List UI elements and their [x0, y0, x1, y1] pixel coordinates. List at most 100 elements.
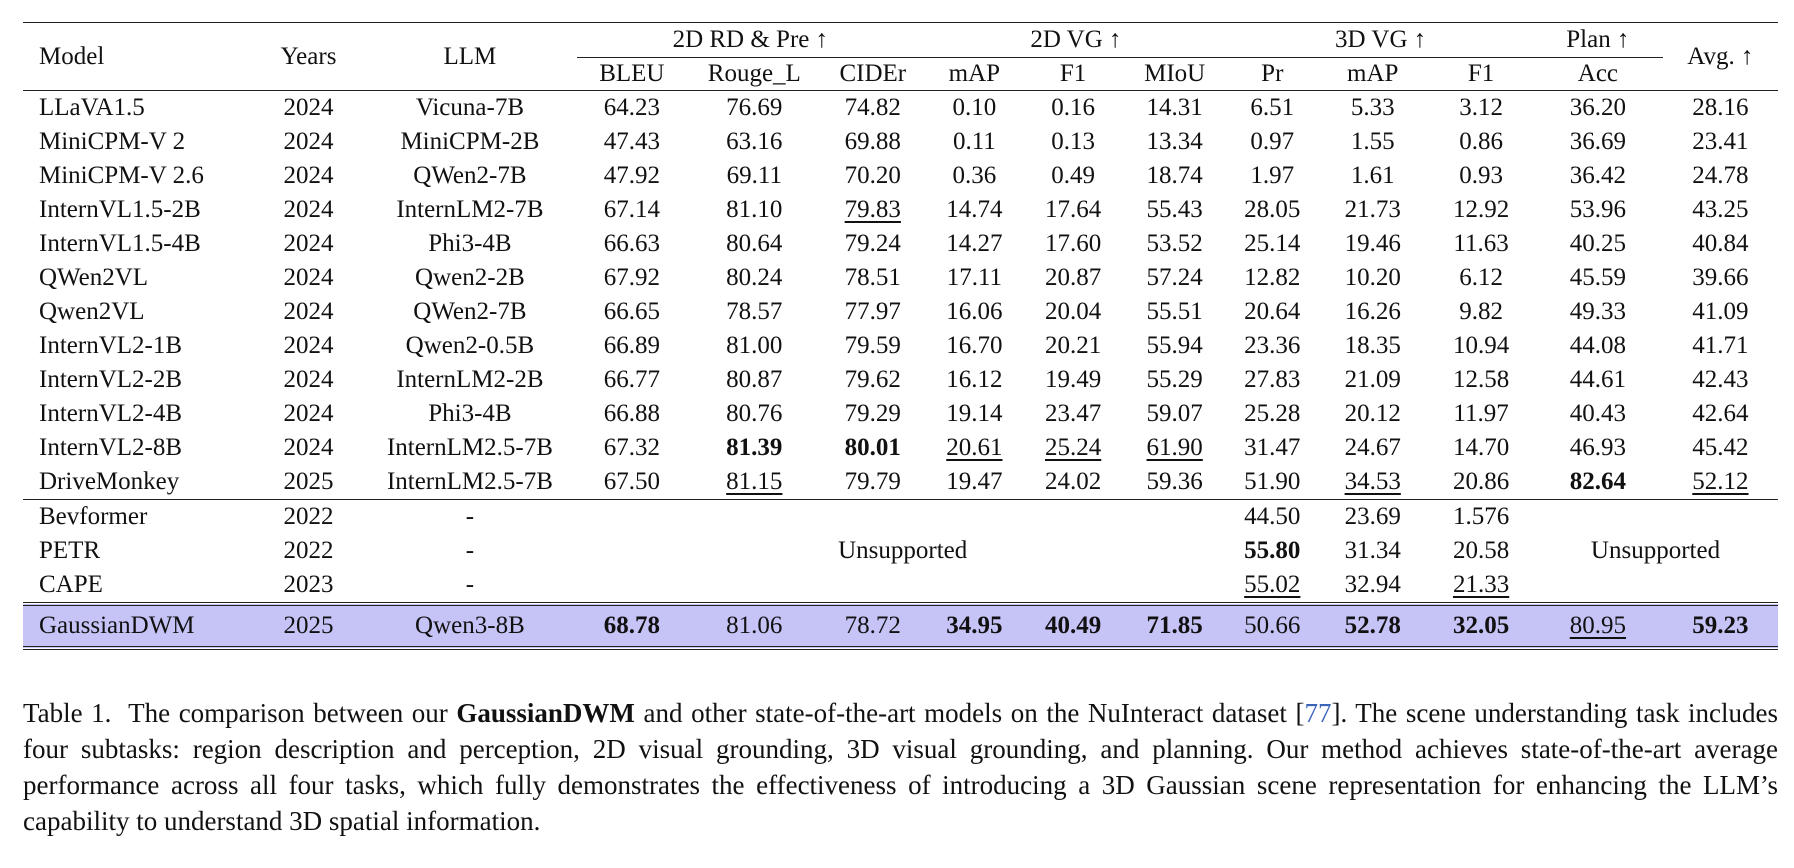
cell-3d-f1: 1.576 [1452, 503, 1510, 530]
subheader-pr: Pr [1261, 60, 1284, 87]
cell-3d-map: 19.46 [1344, 230, 1401, 257]
table-row: Qwen2VL 2024 QWen2-7B 66.65 78.57 77.97 16.06 2… [23, 295, 1778, 329]
cell-2d-f1: 17.60 [1044, 230, 1102, 257]
subheader-2d-map: mAP [948, 60, 1001, 87]
cell-llm: Qwen3-8B [415, 612, 525, 639]
cell-pr: 0.97 [1250, 128, 1295, 155]
cell-year: 2023 [283, 571, 334, 598]
subheader-miou: MIoU [1144, 60, 1206, 87]
cell-acc: 36.69 [1569, 128, 1627, 155]
cell-llm: InternLM2.5-7B [386, 434, 553, 461]
cell-bleu: 47.43 [603, 128, 660, 155]
cell-pr: 1.97 [1250, 162, 1295, 189]
cell-rouge-l: 81.06 [726, 612, 783, 639]
cell-2d-f1: 20.87 [1044, 264, 1102, 291]
cell-year: 2024 [283, 332, 334, 359]
cell-year: 2022 [283, 537, 334, 564]
cell-llm: QWen2-7B [413, 298, 527, 325]
cell-cider: 80.01 [844, 434, 901, 461]
cell-year: 2022 [283, 503, 334, 530]
cell-3d-f1: 9.82 [1459, 298, 1503, 325]
cell-model: InternVL2-4B [39, 400, 183, 427]
cell-pr: 20.64 [1244, 298, 1301, 325]
cell-year: 2024 [283, 264, 334, 291]
cell-2d-map: 19.47 [946, 468, 1003, 495]
cell-miou: 55.29 [1146, 366, 1203, 393]
cell-avg: 52.12 [1692, 468, 1749, 495]
cell-bleu: 67.92 [603, 264, 660, 291]
cell-model: Qwen2VL [39, 298, 145, 325]
cell-rouge-l: 80.24 [726, 264, 783, 291]
unsupported-2d-cell: Unsupported [838, 537, 968, 564]
cell-miou: 55.94 [1146, 332, 1203, 359]
cell-pr: 44.50 [1244, 503, 1301, 530]
subheader-rouge-l: Rouge_L [707, 60, 801, 87]
cell-2d-map: 19.14 [946, 400, 1003, 427]
unsupported-plan-cell: Unsupported [1590, 537, 1721, 564]
cell-rouge-l: 81.39 [726, 434, 783, 461]
cell-acc: 36.20 [1569, 94, 1627, 121]
cell-2d-map: 16.12 [946, 366, 1003, 393]
cell-model: MiniCPM-V 2 [39, 128, 186, 155]
table-row: InternVL2-2B 2024 InternLM2-2B 66.77 80.87 79… [23, 363, 1778, 397]
cell-llm: Phi3-4B [428, 400, 512, 427]
cell-2d-map: 0.36 [952, 162, 997, 189]
cell-bleu: 64.23 [603, 94, 660, 121]
header-group-2d-vg: 2D VG ↑ [923, 22, 1229, 58]
cell-2d-map: 16.06 [946, 298, 1003, 325]
cell-rouge-l: 78.57 [726, 298, 783, 325]
cell-miou: 14.31 [1146, 94, 1203, 121]
table-row: MiniCPM-V 2 2024 MiniCPM-2B 47.43 63.16 69.88… [23, 125, 1778, 159]
cell-year: 2024 [283, 434, 334, 461]
cell-3d-map: 32.94 [1344, 571, 1401, 598]
cell-bleu: 67.50 [603, 468, 660, 495]
cell-3d-f1: 10.94 [1452, 332, 1510, 359]
cell-llm: Qwen2-2B [415, 264, 525, 291]
subheader-3d-f1: F1 [1467, 60, 1495, 87]
cell-avg: 41.71 [1692, 332, 1749, 359]
subheader-2d-f1: F1 [1059, 60, 1087, 87]
cell-miou: 71.85 [1146, 612, 1203, 639]
cell-pr: 31.47 [1244, 434, 1301, 461]
cell-3d-map: 1.61 [1350, 162, 1395, 189]
cell-miou: 18.74 [1146, 162, 1203, 189]
cell-3d-map: 16.26 [1344, 298, 1401, 325]
cell-year: 2025 [283, 468, 334, 495]
cell-cider: 79.24 [844, 230, 901, 257]
cell-acc: 46.93 [1569, 434, 1627, 461]
cell-2d-f1: 19.49 [1044, 366, 1102, 393]
cell-avg: 39.66 [1692, 264, 1749, 291]
subheader-bleu: BLEU [599, 60, 665, 87]
cell-model: QWen2VL [39, 264, 149, 291]
cell-3d-map: 23.69 [1344, 503, 1401, 530]
vlm-rows: LLaVA1.5 2024 Vicuna-7B 64.23 76.69 74.82 0.10… [23, 91, 1778, 500]
cell-year: 2024 [283, 366, 334, 393]
cell-rouge-l: 81.00 [726, 332, 783, 359]
cell-3d-f1: 0.86 [1459, 128, 1503, 155]
cell-model: InternVL2-1B [39, 332, 183, 359]
cell-cider: 70.20 [844, 162, 901, 189]
header-group-plan: Plan ↑ [1533, 22, 1663, 58]
cell-3d-map: 21.73 [1344, 196, 1401, 223]
cell-rouge-l: 80.76 [726, 400, 783, 427]
cell-llm: - [465, 571, 475, 598]
cell-miou: 55.51 [1146, 298, 1203, 325]
table-row: MiniCPM-V 2.6 2024 QWen2-7B 47.92 69.11 70.20… [23, 159, 1778, 193]
cell-acc: 44.08 [1569, 332, 1627, 359]
cell-llm: Vicuna-7B [415, 94, 525, 121]
cell-2d-map: 16.70 [946, 332, 1003, 359]
cell-avg: 23.41 [1692, 128, 1749, 155]
cell-cider: 79.59 [844, 332, 901, 359]
cell-miou: 13.34 [1146, 128, 1203, 155]
caption-citation-link[interactable]: 77 [1304, 698, 1332, 728]
cell-llm: InternLM2-7B [396, 196, 544, 223]
cell-pr: 6.51 [1250, 94, 1295, 121]
header-avg: Avg. ↑ [1662, 22, 1778, 91]
cell-llm: InternLM2-2B [396, 366, 544, 393]
cell-3d-map: 31.34 [1344, 537, 1401, 564]
cell-avg: 43.25 [1692, 196, 1749, 223]
subheader-cider: CIDEr [839, 60, 907, 87]
table-row: InternVL1.5-2B 2024 InternLM2-7B 67.14 81.10… [23, 193, 1778, 227]
cell-model: PETR [39, 537, 101, 564]
caption-text-1: The comparison between our [128, 698, 448, 728]
